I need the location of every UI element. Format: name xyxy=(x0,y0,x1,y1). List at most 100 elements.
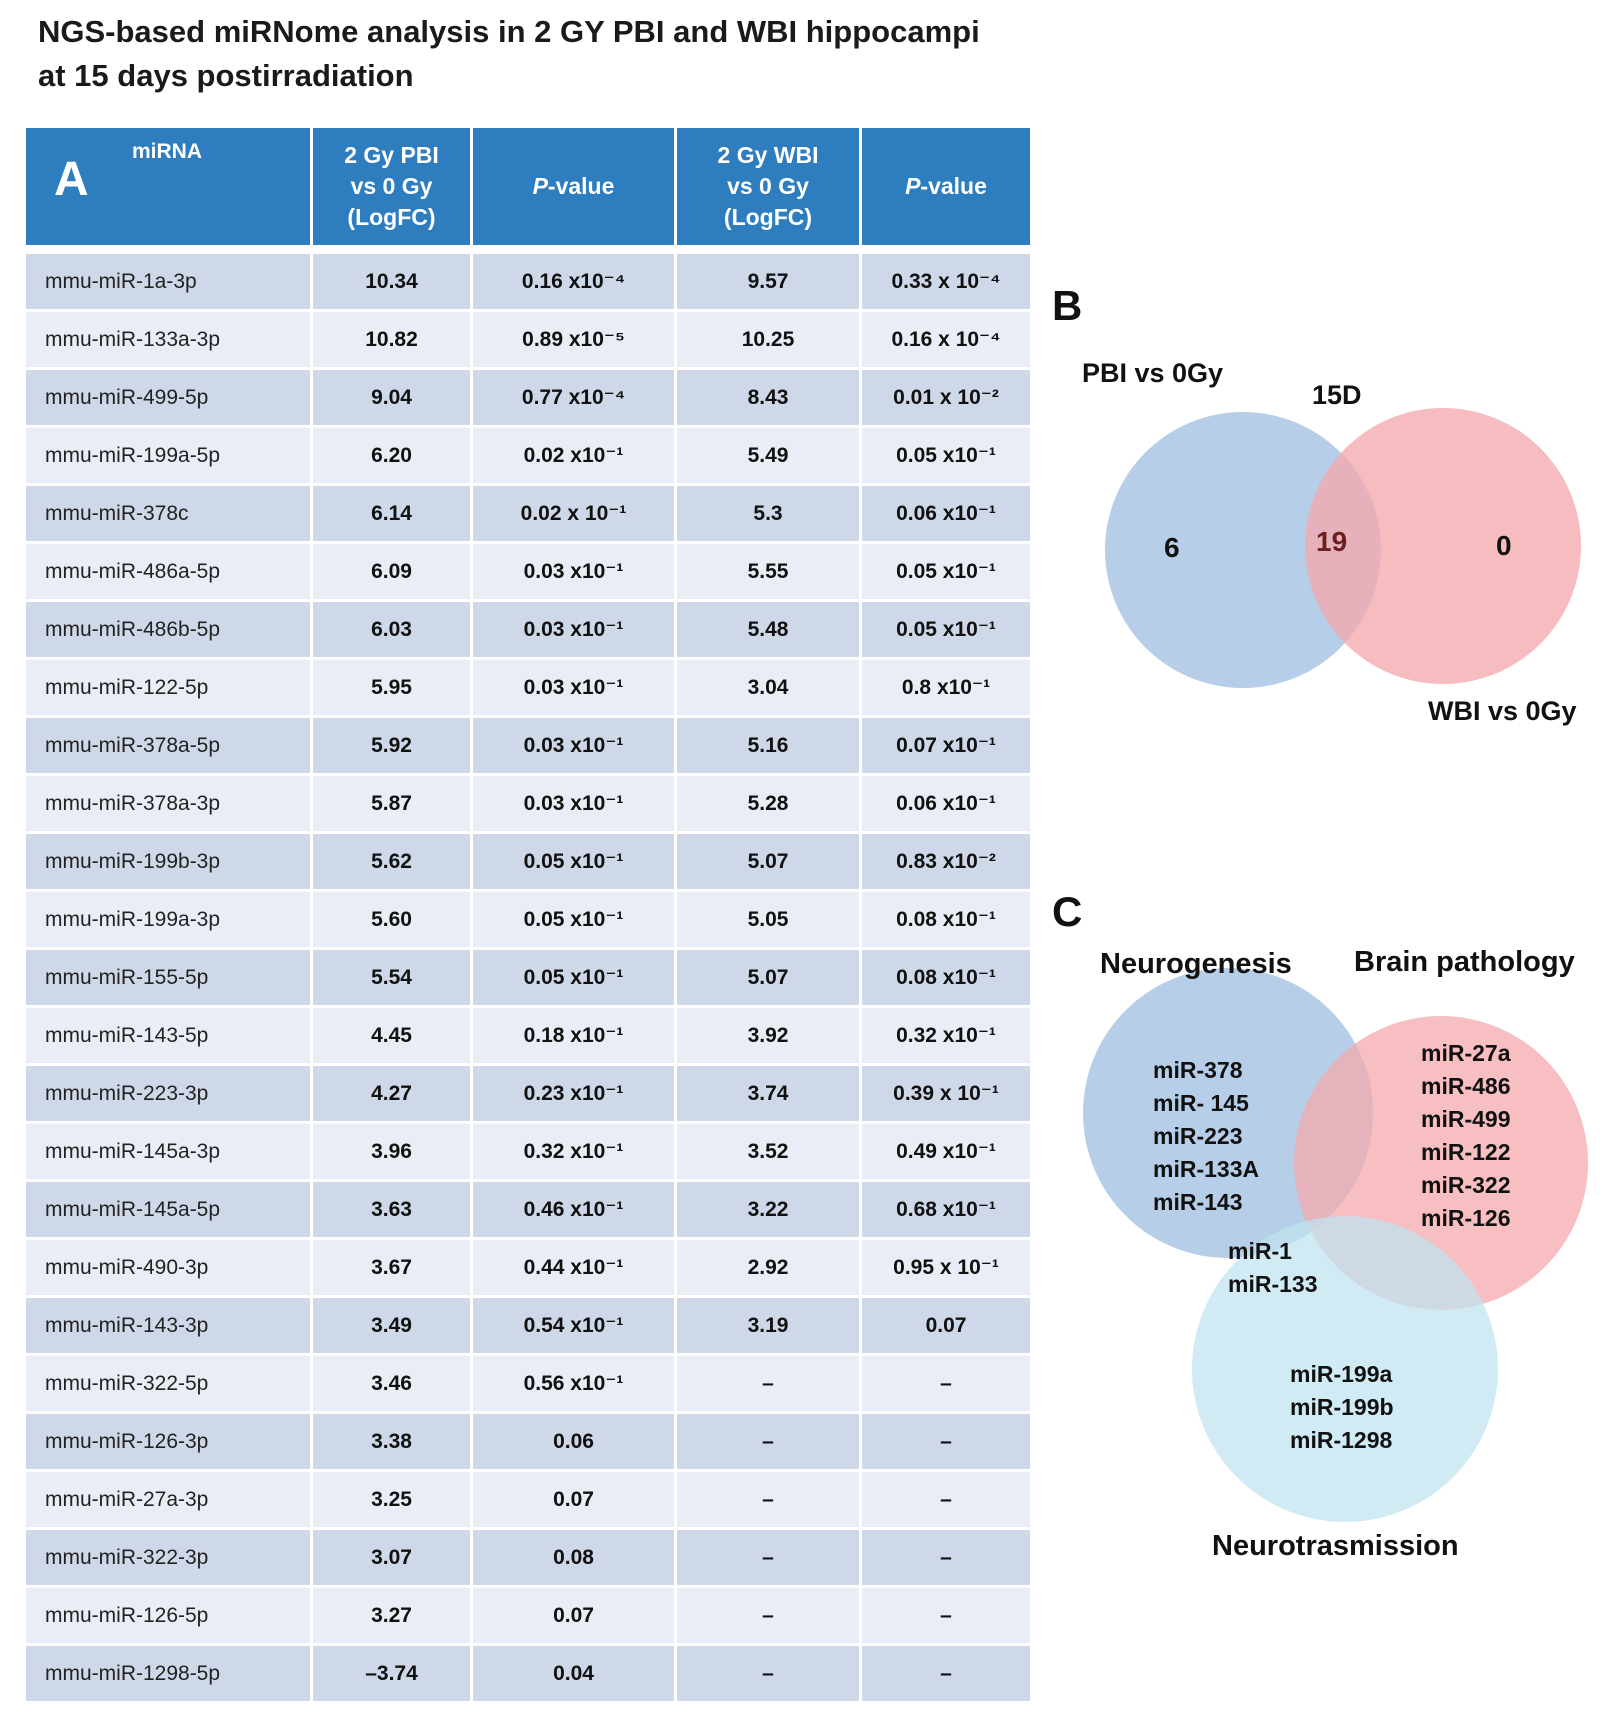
table-row: mmu-miR-126-3p 3.38 0.06– – xyxy=(26,1414,1030,1472)
cell-pbi-pvalue: 0.46 x10⁻¹ xyxy=(473,1182,677,1240)
header-pbi-line3: (LogFC) xyxy=(347,204,436,230)
header-pbi-line1: 2 Gy PBI xyxy=(344,142,439,168)
cell-pbi-logfc: 10.82 xyxy=(313,312,473,370)
cell-wbi-logfc: 5.49 xyxy=(677,428,862,486)
cell-wbi-pvalue: 0.08 x10⁻¹ xyxy=(862,950,1030,1008)
table-row: mmu-miR-126-5p 3.27 0.07– – xyxy=(26,1588,1030,1646)
cell-wbi-pvalue: 0.07 x10⁻¹ xyxy=(862,718,1030,776)
table-row: mmu-miR-145a-3p 3.96 0.32 x10⁻¹ 3.52 0.49 x1… xyxy=(26,1124,1030,1182)
venn-b-overlap-count: 19 xyxy=(1316,526,1348,557)
table-row: mmu-miR-145a-5p 3.63 0.46 x10⁻¹ 3.22 0.68 x1… xyxy=(26,1182,1030,1240)
cell-wbi-logfc: – xyxy=(677,1530,862,1588)
table-row: mmu-miR-322-3p 3.07 0.08– – xyxy=(26,1530,1030,1588)
table-row: mmu-miR-122-5p 5.95 0.03 x10⁻¹ 3.04 0.8 x10⁻… xyxy=(26,660,1030,718)
header-wbi-logfc: 2 Gy WBI vs 0 Gy (LogFC) xyxy=(677,128,862,254)
cell-pbi-logfc: 10.34 xyxy=(313,254,473,312)
cell-wbi-logfc: – xyxy=(677,1472,862,1530)
table-header-row: A miRNA 2 Gy PBI vs 0 Gy (LogFC) P-value… xyxy=(26,128,1030,254)
cell-mirna: mmu-miR-143-3p xyxy=(26,1298,313,1356)
cell-pbi-pvalue: 0.32 x10⁻¹ xyxy=(473,1124,677,1182)
table-row: mmu-miR-486b-5p 6.03 0.03 x10⁻¹ 5.48 0.05 x1… xyxy=(26,602,1030,660)
cell-pbi-pvalue: 0.07 xyxy=(473,1472,677,1530)
cell-mirna: mmu-miR-223-3p xyxy=(26,1066,313,1124)
cell-pbi-logfc: –3.74 xyxy=(313,1646,473,1704)
cell-pbi-pvalue: 0.23 x10⁻¹ xyxy=(473,1066,677,1124)
cell-pbi-pvalue: 0.03 x10⁻¹ xyxy=(473,602,677,660)
cell-pbi-pvalue: 0.05 x10⁻¹ xyxy=(473,892,677,950)
cell-mirna: mmu-miR-145a-5p xyxy=(26,1182,313,1240)
venn-c-brain-pathology-list: miR-27a miR-486 miR-499 miR-122 miR-322 … xyxy=(1421,1037,1510,1235)
table-row: mmu-miR-322-5p 3.46 0.56 x10⁻¹ – – xyxy=(26,1356,1030,1414)
cell-wbi-pvalue: 0.07 xyxy=(862,1298,1030,1356)
cell-mirna: mmu-miR-490-3p xyxy=(26,1240,313,1298)
table-row: mmu-miR-199a-3p 5.60 0.05 x10⁻¹ 5.05 0.08 x1… xyxy=(26,892,1030,950)
panel-label-b: B xyxy=(1052,282,1083,329)
header-wbi-value: -value xyxy=(920,173,987,199)
cell-wbi-pvalue: – xyxy=(862,1646,1030,1704)
cell-pbi-logfc: 3.67 xyxy=(313,1240,473,1298)
cell-wbi-pvalue: 0.05 x10⁻¹ xyxy=(862,544,1030,602)
table-row: mmu-miR-378c 6.14 0.02 x 10⁻¹ 5.3 0.06 x10⁻¹ xyxy=(26,486,1030,544)
cell-wbi-logfc: – xyxy=(677,1588,862,1646)
cell-mirna: mmu-miR-199b-3p xyxy=(26,834,313,892)
cell-pbi-pvalue: 0.44 x10⁻¹ xyxy=(473,1240,677,1298)
venn-c-neurogenesis-label: Neurogenesis xyxy=(1100,948,1292,980)
cell-pbi-logfc: 6.03 xyxy=(313,602,473,660)
cell-wbi-pvalue: – xyxy=(862,1414,1030,1472)
cell-wbi-logfc: 5.05 xyxy=(677,892,862,950)
cell-pbi-logfc: 6.09 xyxy=(313,544,473,602)
cell-mirna: mmu-miR-199a-3p xyxy=(26,892,313,950)
cell-pbi-pvalue: 0.03 x10⁻¹ xyxy=(473,660,677,718)
cell-pbi-pvalue: 0.54 x10⁻¹ xyxy=(473,1298,677,1356)
cell-pbi-logfc: 5.95 xyxy=(313,660,473,718)
cell-wbi-logfc: – xyxy=(677,1646,862,1704)
cell-wbi-logfc: 3.22 xyxy=(677,1182,862,1240)
table-row: mmu-miR-378a-3p 5.87 0.03 x10⁻¹ 5.28 0.06 x1… xyxy=(26,776,1030,834)
list-item: miR-122 xyxy=(1421,1139,1511,1165)
cell-wbi-logfc: 5.07 xyxy=(677,834,862,892)
cell-pbi-pvalue: 0.16 x10⁻⁴ xyxy=(473,254,677,312)
cell-pbi-pvalue: 0.04 xyxy=(473,1646,677,1704)
cell-wbi-logfc: 5.48 xyxy=(677,602,862,660)
table-row: mmu-miR-1298-5p –3.74 0.04– – xyxy=(26,1646,1030,1704)
cell-wbi-logfc: 3.74 xyxy=(677,1066,862,1124)
cell-wbi-pvalue: – xyxy=(862,1356,1030,1414)
cell-pbi-logfc: 9.04 xyxy=(313,370,473,428)
list-item: miR-27a xyxy=(1421,1040,1511,1066)
cell-wbi-logfc: 5.28 xyxy=(677,776,862,834)
cell-mirna: mmu-miR-378c xyxy=(26,486,313,544)
header-pbi-line2: vs 0 Gy xyxy=(350,173,433,199)
list-item: miR-322 xyxy=(1421,1172,1511,1198)
cell-mirna: mmu-miR-322-5p xyxy=(26,1356,313,1414)
cell-pbi-logfc: 3.63 xyxy=(313,1182,473,1240)
table-row: mmu-miR-499-5p 9.04 0.77 x10⁻⁴ 8.43 0.01 x 1… xyxy=(26,370,1030,428)
venn-b-right-label: WBI vs 0Gy xyxy=(1428,696,1577,726)
venn-c-shared-list: miR-1 miR-133 xyxy=(1228,1235,1317,1301)
cell-wbi-pvalue: 0.39 x 10⁻¹ xyxy=(862,1066,1030,1124)
header-wbi-line1: 2 Gy WBI xyxy=(717,142,819,168)
cell-pbi-logfc: 6.20 xyxy=(313,428,473,486)
cell-wbi-pvalue: 0.05 x10⁻¹ xyxy=(862,602,1030,660)
header-pbi-value: -value xyxy=(547,173,615,199)
cell-mirna: mmu-miR-143-5p xyxy=(26,1008,313,1066)
cell-wbi-pvalue: 0.33 x 10⁻⁴ xyxy=(862,254,1030,312)
cell-pbi-pvalue: 0.03 x10⁻¹ xyxy=(473,776,677,834)
cell-wbi-logfc: – xyxy=(677,1414,862,1472)
cell-wbi-logfc: 5.16 xyxy=(677,718,862,776)
cell-mirna: mmu-miR-126-3p xyxy=(26,1414,313,1472)
table-row: mmu-miR-143-5p 4.45 0.18 x10⁻¹ 3.92 0.32 x10… xyxy=(26,1008,1030,1066)
cell-mirna: mmu-miR-486a-5p xyxy=(26,544,313,602)
cell-mirna: mmu-miR-1298-5p xyxy=(26,1646,313,1704)
header-mirna: A miRNA xyxy=(26,128,313,254)
venn-c-brain-pathology-label: Brain pathology xyxy=(1354,946,1575,978)
header-mirna-label: miRNA xyxy=(132,140,203,163)
cell-wbi-pvalue: 0.05 x10⁻¹ xyxy=(862,428,1030,486)
list-item: miR-486 xyxy=(1421,1073,1511,1099)
table-row: mmu-miR-133a-3p 10.82 0.89 x10⁻⁵ 10.25 0.16 … xyxy=(26,312,1030,370)
cell-wbi-logfc: 5.55 xyxy=(677,544,862,602)
cell-pbi-logfc: 4.45 xyxy=(313,1008,473,1066)
cell-pbi-logfc: 3.38 xyxy=(313,1414,473,1472)
cell-wbi-pvalue: 0.32 x10⁻¹ xyxy=(862,1008,1030,1066)
cell-pbi-pvalue: 0.03 x10⁻¹ xyxy=(473,718,677,776)
